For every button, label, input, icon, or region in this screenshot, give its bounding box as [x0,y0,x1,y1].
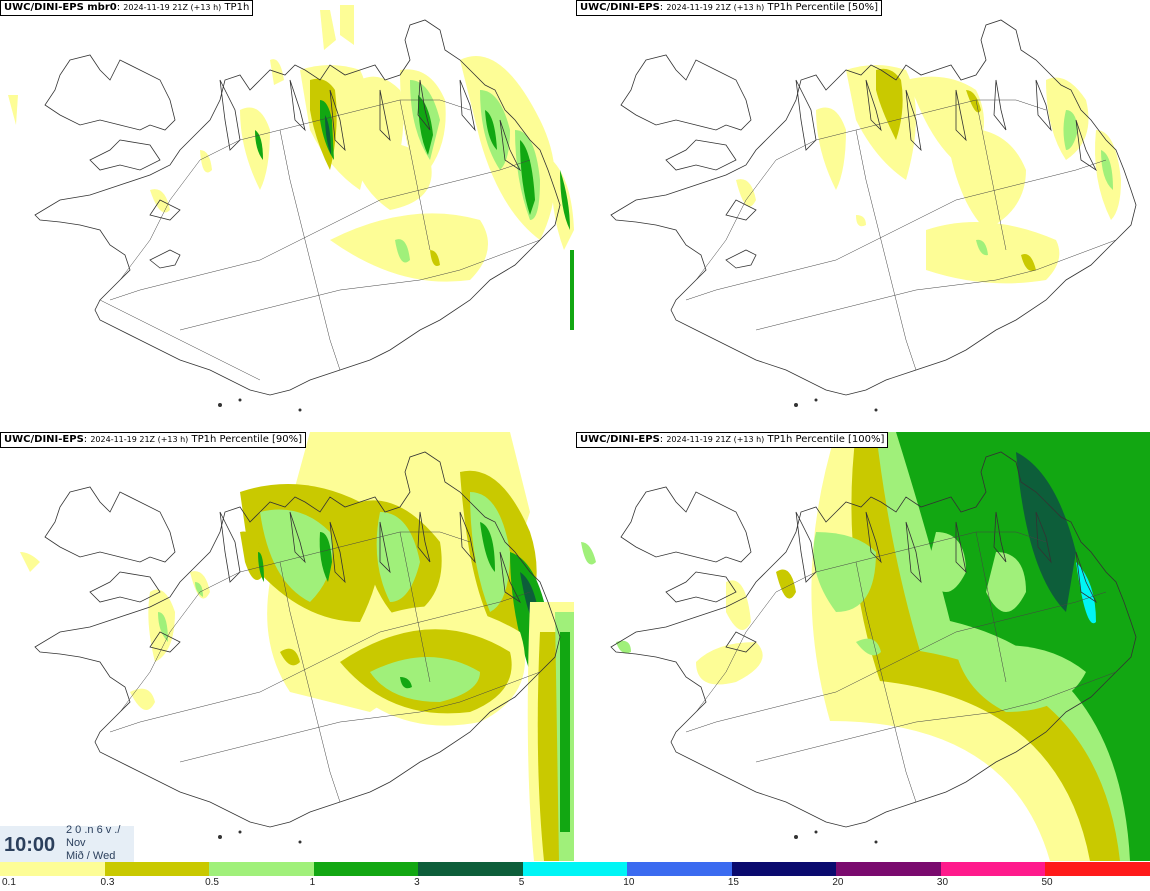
roads [109,531,541,803]
precip-fields [736,65,1121,284]
map-panel-p50: UWC/DINI-EPS: 2024-11-19 21Z (+13 h) TP1… [576,0,1150,429]
islands [218,830,302,844]
precip-map-p100 [581,432,1150,861]
map-panel-p100: UWC/DINI-EPS: 2024-11-19 21Z (+13 h) TP1… [576,432,1150,861]
islands [794,398,878,412]
colorbar-segment [836,862,941,876]
colorbar-segment [940,862,1046,876]
colorbar-label: 0.1 [2,877,16,888]
colorbar-segment [209,862,314,876]
islands [218,398,302,412]
roads [99,99,541,381]
precip-map-p90 [20,432,574,861]
valid-date: 2 0 .n 6 v ./ Nov Mið / Wed [66,824,134,862]
map-panel-mbr0: UWC/DINI-EPS mbr0: 2024-11-19 21Z (+13 h… [0,0,574,429]
precip-fields [20,432,574,861]
valid-date-line2: Nov [66,837,86,849]
colorbar-segment [104,862,210,876]
iceland-coastline [610,19,1137,396]
iceland-coastline [34,19,561,396]
colorbar-segment [627,862,732,876]
colorbar-segment [418,862,523,876]
colorbar-label: 15 [727,877,739,888]
precip-fields [581,432,1150,861]
panel-title: UWC/DINI-EPS: 2024-11-19 21Z (+13 h) TP1… [0,432,307,448]
time-overlay [0,826,134,862]
colorbar-segment [1045,862,1150,876]
panel-divider-horizontal [0,429,1150,432]
roads [685,99,1117,371]
colorbar-label: 0.3 [100,877,115,888]
precip-map-p50 [610,19,1137,412]
colorbar-label: 30 [936,877,949,888]
colorbar-label: 10 [623,877,635,888]
valid-date-line1: 2 0 .n 6 v ./ [66,824,121,836]
roads [685,531,1117,803]
colorbar-label: 20 [832,877,844,888]
panel-title: UWC/DINI-EPS: 2024-11-19 21Z (+13 h) TP1… [576,0,883,16]
colorbar-segment [0,862,105,876]
colorbar-label: 5 [518,877,525,888]
precip-fields [8,5,574,330]
colorbar-segment [522,862,628,876]
panel-title: UWC/DINI-EPS: 2024-11-19 21Z (+13 h) TP1… [576,432,889,448]
iceland-coastline [34,451,561,828]
colorbar-label: 1 [309,877,316,888]
colorbar-segment [731,862,837,876]
precip-map-mbr0 [8,5,574,412]
colorbar-label: 0.5 [205,877,219,888]
islands [794,830,878,844]
valid-date-line3: Mið / Wed [66,850,116,862]
colorbar-label: 50 [1041,877,1053,888]
map-panel-p90: UWC/DINI-EPS: 2024-11-19 21Z (+13 h) TP1… [0,432,574,861]
colorbar-segment [313,862,419,876]
colorbar-labels: 0.1 0.3 0.5 1 3 5 10 15 20 30 50 [0,877,1150,891]
iceland-coastline [610,451,1137,828]
panel-title: UWC/DINI-EPS mbr0: 2024-11-19 21Z (+13 h… [0,0,254,16]
colorbar-label: 3 [414,877,420,888]
precip-colorbar [0,862,1150,876]
valid-time: 10:00 [4,834,56,856]
